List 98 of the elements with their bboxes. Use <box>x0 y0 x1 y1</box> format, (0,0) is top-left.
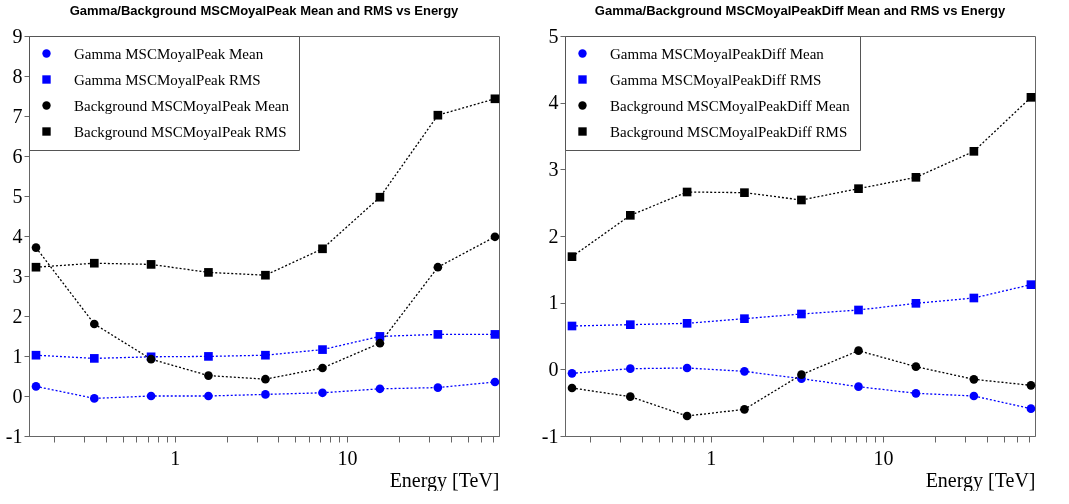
y-tick-label: 4 <box>12 224 23 247</box>
point <box>204 352 213 361</box>
y-tick-label: 0 <box>12 384 23 407</box>
y-tick-label: 6 <box>12 144 23 167</box>
point <box>31 262 41 272</box>
point <box>375 338 385 348</box>
point <box>797 195 806 205</box>
point <box>318 345 327 354</box>
y-tick-label: 8 <box>12 64 23 87</box>
chart-title: Gamma/Background MSCMoyalPeak Mean and RMS vs Energy <box>69 3 460 18</box>
point <box>433 330 443 339</box>
y-tick-label: -1 <box>5 424 23 447</box>
point <box>490 232 500 242</box>
point <box>204 391 213 401</box>
point <box>146 391 156 401</box>
point <box>433 383 443 392</box>
point <box>31 382 41 391</box>
x-axis-title: Energy [TeV] <box>389 468 500 492</box>
point <box>1026 280 1036 289</box>
point <box>969 391 979 401</box>
y-tick-label: 1 <box>12 344 23 367</box>
x-tick-label: 1 <box>170 446 181 469</box>
point <box>89 319 99 329</box>
point <box>740 314 749 323</box>
point <box>261 270 270 280</box>
chart-title: Gamma/Background MSCMoyalPeakDiff Mean and RMS vs Energy <box>594 3 1006 18</box>
point <box>490 94 500 104</box>
point <box>625 392 635 401</box>
point <box>261 374 270 384</box>
y-tick-label: 3 <box>12 264 23 287</box>
point <box>433 110 443 120</box>
point <box>625 320 635 329</box>
legend-label: Gamma MSCMoyalPeak RMS <box>74 71 261 88</box>
point <box>797 309 806 319</box>
point <box>625 211 635 220</box>
y-tick-label: 9 <box>12 24 23 47</box>
point <box>490 330 500 339</box>
point <box>682 363 692 373</box>
point <box>1026 93 1036 102</box>
point <box>911 362 921 371</box>
point <box>854 346 863 355</box>
point <box>204 371 213 380</box>
y-tick-label: 2 <box>548 224 559 247</box>
y-tick-label: 5 <box>548 24 559 47</box>
point <box>567 369 577 378</box>
point <box>740 367 749 376</box>
point <box>740 188 749 197</box>
y-tick-label: 5 <box>12 184 23 207</box>
y-tick-label: 7 <box>12 104 23 127</box>
point <box>490 377 500 387</box>
x-axis-title: Energy [TeV] <box>925 468 1036 492</box>
point <box>969 375 979 384</box>
y-tick-label: -1 <box>541 424 559 447</box>
point <box>375 192 385 202</box>
legend-label: Gamma MSCMoyalPeak Mean <box>74 45 264 62</box>
y-tick-label: 2 <box>12 304 23 327</box>
point <box>911 299 921 308</box>
point <box>682 411 692 421</box>
y-tick-label: 4 <box>548 91 559 114</box>
x-tick-label: 10 <box>873 446 894 469</box>
x-tick-label: 1 <box>706 446 717 469</box>
point <box>318 363 327 373</box>
legend-label: Gamma MSCMoyalPeakDiff RMS <box>610 71 822 88</box>
point <box>911 173 921 182</box>
legend-label: Background MSCMoyalPeakDiff Mean <box>610 97 851 114</box>
point <box>204 268 213 277</box>
point <box>1026 404 1036 413</box>
y-tick-label: 1 <box>548 291 559 314</box>
point <box>375 384 385 394</box>
point <box>1026 381 1036 390</box>
point <box>911 389 921 398</box>
legend-label: Background MSCMoyalPeak Mean <box>74 97 290 114</box>
point <box>854 305 863 315</box>
point <box>567 252 577 261</box>
point <box>89 354 99 363</box>
legend-label: Background MSCMoyalPeakDiff RMS <box>610 123 848 140</box>
point <box>31 243 41 252</box>
y-tick-label: 3 <box>548 157 559 180</box>
point <box>318 388 327 398</box>
point <box>89 258 99 268</box>
point <box>625 364 635 373</box>
point <box>969 147 979 156</box>
point <box>89 394 99 403</box>
point <box>740 405 749 414</box>
legend-label: Gamma MSCMoyalPeakDiff Mean <box>610 45 825 62</box>
x-tick-label: 10 <box>337 446 358 469</box>
point <box>261 390 270 399</box>
point <box>31 350 41 360</box>
point <box>797 370 806 379</box>
point <box>682 319 692 328</box>
point <box>433 262 443 272</box>
point <box>318 244 327 254</box>
legend-label: Background MSCMoyalPeak RMS <box>74 123 287 140</box>
y-tick-label: 0 <box>548 357 559 380</box>
point <box>854 184 863 193</box>
point <box>146 260 156 269</box>
point <box>261 350 270 360</box>
point <box>854 382 863 391</box>
